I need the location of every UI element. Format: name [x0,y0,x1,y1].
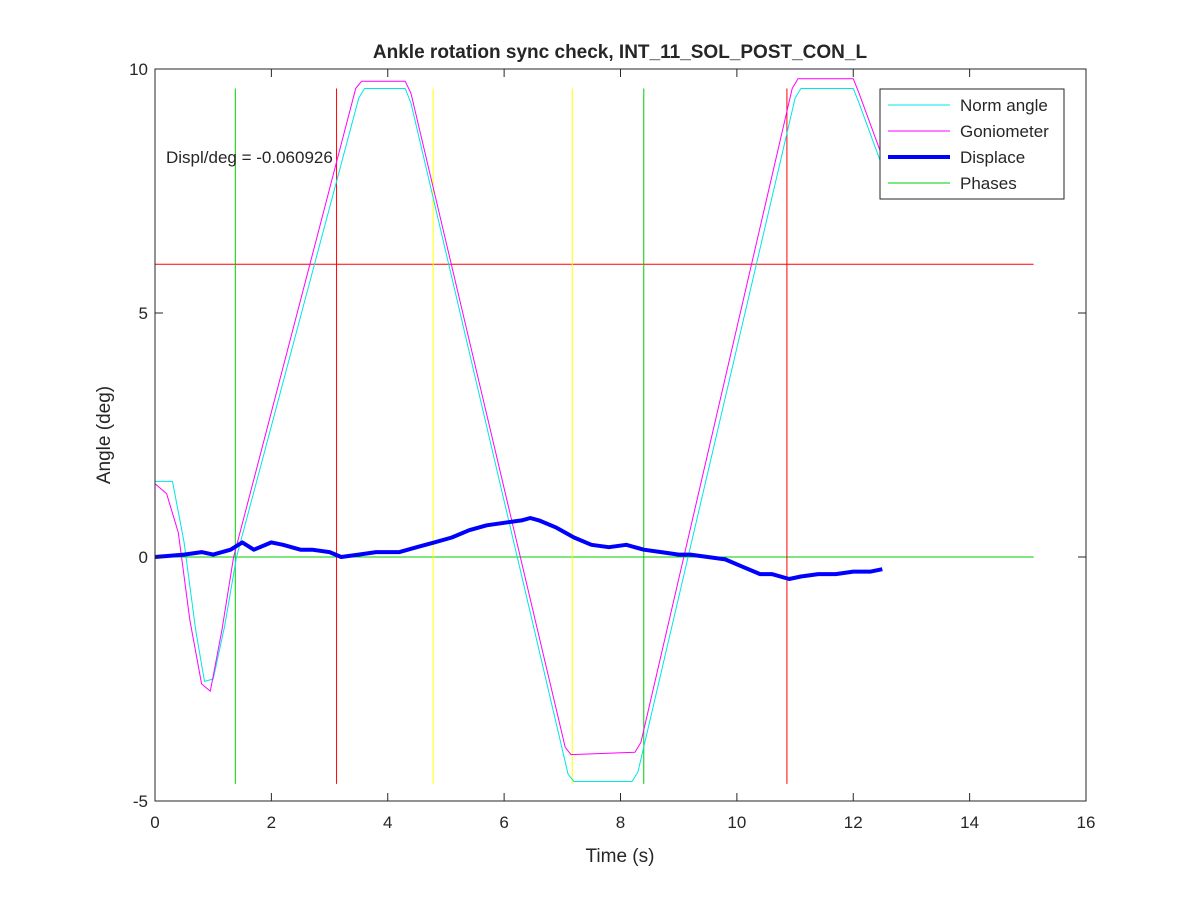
legend-label: Displace [960,148,1025,167]
y-tick-label: -5 [133,792,148,811]
ratio-annotation: Displ/deg = -0.060926 [166,148,333,167]
series-line-norm-angle [155,88,883,782]
x-tick-label: 12 [844,813,863,832]
x-tick-label: 4 [383,813,392,832]
legend-label: Phases [960,174,1017,193]
legend-box [879,88,1065,200]
chart-legend: Norm angle Goniometer Displace Phases [879,88,1065,200]
y-axis-label: Angle (deg) [94,386,115,484]
y-tick-label: 0 [139,548,148,567]
x-axis-label: Time (s) [586,846,655,867]
series-line-goniometer [154,78,883,756]
x-tick-label: 2 [267,813,276,832]
y-tick-label: 10 [129,60,148,79]
series-line-displace [154,516,883,581]
x-tick-label: 10 [727,813,746,832]
chart-title: Ankle rotation sync check, INT_11_SOL_PO… [373,42,868,63]
plot-lines [154,78,1034,784]
y-tick-label: 5 [139,304,148,323]
x-tick-label: 6 [499,813,508,832]
legend-label: Goniometer [960,122,1049,141]
x-tick-label: 16 [1077,813,1096,832]
x-tick-label: 14 [960,813,979,832]
x-tick-label: 8 [616,813,625,832]
legend-label: Norm angle [960,96,1048,115]
x-tick-label: 0 [150,813,159,832]
